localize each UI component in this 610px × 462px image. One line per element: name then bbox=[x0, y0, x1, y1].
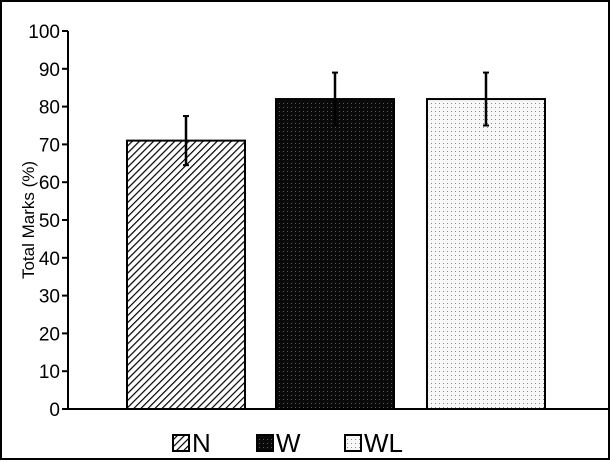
legend-label-n: N bbox=[192, 428, 211, 458]
y-tick-label: 60 bbox=[39, 173, 60, 194]
legend-swatch-wl bbox=[344, 434, 362, 452]
y-tick-label: 50 bbox=[39, 211, 60, 232]
bar-w bbox=[275, 98, 395, 410]
legend-swatch-n bbox=[172, 434, 190, 452]
legend: N W WL bbox=[172, 428, 403, 458]
y-tick-label: 20 bbox=[39, 324, 60, 345]
y-tick-label: 80 bbox=[39, 98, 60, 119]
legend-label-wl: WL bbox=[364, 428, 403, 458]
y-tick-label: 30 bbox=[39, 287, 60, 308]
y-tick-label: 100 bbox=[28, 22, 60, 43]
bars bbox=[126, 98, 546, 410]
legend-swatch-w bbox=[256, 434, 274, 452]
bar-n bbox=[126, 139, 246, 410]
y-tick-label: 10 bbox=[39, 362, 60, 383]
y-axis-ticks: 0 10 20 30 40 50 60 70 80 90 100 bbox=[28, 22, 68, 421]
error-bars bbox=[183, 71, 489, 167]
legend-label-w: W bbox=[276, 428, 301, 458]
bar-wl bbox=[426, 98, 546, 410]
y-tick-label: 0 bbox=[49, 400, 60, 421]
y-tick-label: 90 bbox=[39, 60, 60, 81]
y-tick-label: 40 bbox=[39, 249, 60, 270]
y-axis-label: Total Marks (%) bbox=[19, 161, 38, 279]
y-tick-label: 70 bbox=[39, 135, 60, 156]
